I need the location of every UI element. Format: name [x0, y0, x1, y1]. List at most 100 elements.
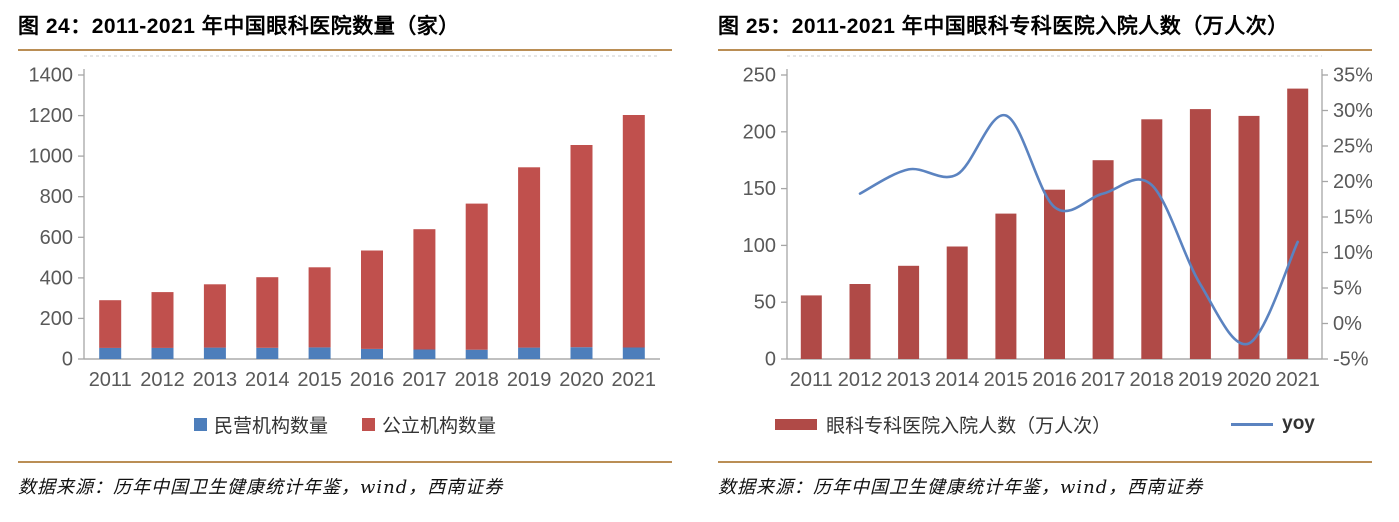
admissions-bar [946, 246, 968, 359]
admissions-bar [800, 295, 822, 359]
x-axis-label: 2018 [1130, 369, 1175, 391]
axis-tick-label: 200 [40, 308, 73, 330]
eye-hospital-admissions-chart: 0 50 100 150 200 250 -5% 0% 5% 10% 15% 20% 25% 30% 35%… [718, 51, 1372, 397]
figure-25-legend: 眼科专科医院入院人数（万人次） yoy [718, 411, 1372, 437]
stacked-bar-segment [570, 347, 593, 359]
yoy-line [858, 114, 1299, 346]
x-axis-label: 2015 [984, 369, 1029, 391]
x-axis-label: 2017 [1081, 369, 1126, 391]
admissions-bar [849, 284, 871, 359]
axis-tick-label: 1000 [29, 146, 74, 168]
figure-24-source-note: 数据来源：历年中国卫生健康统计年鉴，wind，西南证券 [18, 477, 504, 498]
eye-hospital-count-chart: 0 200 400 600 800 1000 1200 1400 2011 2012 2013 201… [18, 51, 672, 397]
admissions-bar [1287, 88, 1309, 359]
stacked-bar-segment [151, 347, 174, 359]
admissions-bar [995, 213, 1017, 359]
admissions-bar [1092, 160, 1114, 359]
stacked-bar-chart-svg: 0 200 400 600 800 1000 1200 1400 2011 2012 2013 201… [29, 55, 660, 391]
figure-24-caption: 图 24：2011-2021 年中国眼科医院数量（家） [18, 15, 460, 38]
stacked-bar-segment [518, 167, 541, 348]
x-axis-label: 2018 [454, 369, 499, 391]
stacked-bar-segment [99, 347, 122, 359]
axis-tick-label: 50 [754, 292, 776, 314]
axis-tick-label: 25% [1333, 136, 1372, 158]
stacked-bar-segment [203, 284, 226, 348]
axis-tick-label: 150 [743, 178, 776, 200]
axis-tick-label: 35% [1333, 65, 1372, 87]
axis-tick-label: 0% [1333, 313, 1362, 335]
source-rule [718, 461, 1372, 463]
axis-tick-label: 200 [743, 121, 776, 143]
x-axis-label: 2014 [245, 369, 290, 391]
stacked-bar-segment [99, 300, 122, 348]
title-rule [18, 49, 672, 51]
admissions-bar [1141, 119, 1163, 359]
stacked-bar-segment [256, 347, 279, 359]
stacked-bar-segment [465, 349, 488, 359]
x-axis-label: 2017 [402, 369, 447, 391]
x-axis-label: 2020 [559, 369, 604, 391]
x-axis-label: 2016 [350, 369, 395, 391]
bar-line-chart-svg: 0 50 100 150 200 250 -5% 0% 5% 10% 15% 20% 25% 30% 35%… [743, 55, 1372, 391]
x-axis-label: 2019 [1178, 369, 1223, 391]
figure-25-panel: 图 25：2011-2021 年中国眼科专科医院入院人数（万人次） 0 50 100… [718, 6, 1372, 499]
source-rule [18, 461, 672, 463]
stacked-bar-segment [622, 347, 645, 359]
x-axis-label: 2013 [193, 369, 238, 391]
axis-tick-label: 0 [765, 349, 776, 371]
admissions-bar [1189, 109, 1211, 359]
axis-tick-label: 1400 [29, 65, 74, 87]
x-axis-label: 2011 [790, 369, 833, 391]
legend-line-swatch [1231, 422, 1274, 426]
stacked-bar-segment [465, 203, 488, 350]
stacked-bar-segment [622, 115, 645, 348]
report-figures-row: 图 24：2011-2021 年中国眼科医院数量（家） 0 200 400 600 80… [18, 6, 1372, 499]
admissions-bar [898, 265, 920, 359]
figure-24-legend: 民营机构数量 公立机构数量 [18, 411, 672, 437]
stacked-bar-segment [413, 349, 436, 359]
axis-tick-label: 5% [1333, 278, 1362, 300]
stacked-bar-segment [413, 229, 436, 350]
axis-tick-label: 800 [40, 186, 73, 208]
title-rule [718, 49, 1372, 51]
figure-25-caption: 图 25：2011-2021 年中国眼科专科医院入院人数（万人次） [718, 15, 1289, 38]
x-axis-label: 2021 [612, 369, 657, 391]
axis-tick-label: 0 [62, 349, 73, 371]
stacked-bar-segment [518, 347, 541, 359]
legend-item: 公立机构数量 [362, 411, 496, 438]
axis-tick-label: 10% [1333, 242, 1372, 264]
axis-tick-label: 400 [40, 267, 73, 289]
stacked-bar-segment [361, 250, 383, 349]
x-axis-label: 2020 [1227, 369, 1272, 391]
admissions-bar [1044, 189, 1065, 359]
axis-tick-label: 20% [1333, 171, 1372, 193]
stacked-bar-segment [203, 347, 226, 359]
legend-item-admissions: 眼科专科医院入院人数（万人次） [775, 411, 1111, 438]
x-axis-label: 2011 [89, 369, 132, 391]
figure-25-source-note: 数据来源：历年中国卫生健康统计年鉴，wind，西南证券 [718, 477, 1204, 498]
legend-item-yoy: yoy [1231, 413, 1315, 435]
stacked-bar-segment [308, 347, 331, 359]
axis-tick-label: -5% [1333, 349, 1369, 371]
x-axis-label: 2016 [1032, 369, 1077, 391]
axis-tick-label: 1200 [29, 105, 74, 127]
admissions-bar [1238, 115, 1260, 360]
x-axis-label: 2019 [507, 369, 552, 391]
stacked-bar-segment [256, 277, 279, 348]
axis-tick-label: 250 [743, 65, 776, 87]
legend-swatch [362, 417, 375, 431]
stacked-bar-segment [151, 292, 174, 348]
axis-tick-label: 30% [1333, 100, 1372, 122]
axis-tick-label: 600 [40, 227, 73, 249]
x-axis-label: 2015 [297, 369, 342, 391]
legend-swatch [193, 417, 207, 431]
x-axis-label: 2012 [838, 369, 883, 391]
legend-item: 民营机构数量 [193, 411, 328, 438]
axis-tick-label: 100 [743, 235, 776, 257]
stacked-bar-segment [361, 348, 383, 359]
legend-bar-swatch [775, 418, 818, 430]
x-axis-label: 2021 [1275, 369, 1320, 391]
x-axis-label: 2013 [886, 369, 931, 391]
stacked-bar-segment [308, 267, 331, 348]
figure-24-panel: 图 24：2011-2021 年中国眼科医院数量（家） 0 200 400 600 80… [18, 6, 672, 499]
